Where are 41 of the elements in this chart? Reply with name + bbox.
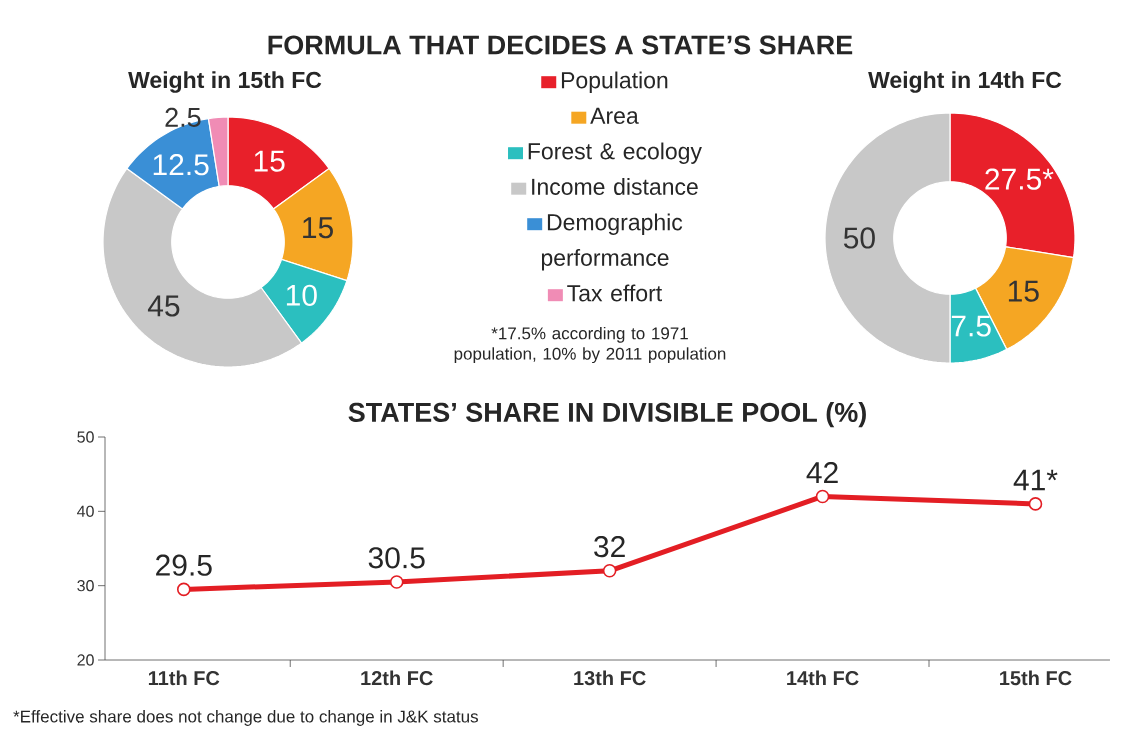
chart-title: Weight in 14th FC	[868, 71, 1062, 93]
y-tick-label: 40	[77, 505, 94, 517]
y-tick-label: 50	[77, 431, 94, 443]
chart-subtitle: Weight in 15th FC	[128, 71, 322, 93]
y-tick-label: 20	[77, 654, 94, 666]
data-label: 41*	[1013, 469, 1058, 491]
data-label: 10	[286, 284, 317, 306]
point	[815, 489, 830, 504]
chart-title: STATES’ SHARE IN DIVISIBLE POOL (%)	[348, 402, 866, 428]
legend-label: Tax effort	[567, 284, 662, 302]
data-label: 30.5	[368, 547, 425, 569]
legend-label: Forest & ecology	[528, 142, 702, 164]
data-label: 32	[594, 536, 625, 558]
data-label: 29.5	[156, 554, 212, 576]
chart-title: FORMULA THAT DECIDES A STATE’S SHARE	[268, 35, 853, 55]
data-label: 50	[843, 227, 875, 249]
data-label: 12.5	[153, 154, 209, 176]
point	[1028, 497, 1043, 511]
x-tick-label: 11th FC	[148, 670, 220, 686]
y-tick-label: 30	[77, 580, 94, 592]
text: *17.5% according to 1971 population, 10% by 2011 population	[454, 326, 726, 364]
data-label: 42	[806, 461, 838, 483]
data-label: 15	[303, 217, 333, 239]
legend-label: Area	[590, 107, 639, 124]
text: *Effective share does not change due to change in J&K status	[13, 710, 478, 726]
legend-label: Population	[561, 71, 668, 93]
x-tick-label: 15th FC	[1000, 670, 1072, 686]
data-label: 45	[147, 295, 180, 317]
x-tick-label: 13th FC	[574, 670, 646, 686]
legend-label: Income distance	[532, 178, 698, 195]
x-tick-label: 12th FC	[361, 670, 433, 686]
data-label: 7.5	[951, 315, 991, 337]
point	[176, 582, 191, 597]
data-label: 27.5*	[985, 168, 1054, 190]
point	[602, 564, 617, 578]
legend-label: Demographic performance	[541, 213, 683, 271]
data-label: 15	[254, 150, 285, 172]
x-tick-label: 14th FC	[787, 670, 859, 686]
data-label: 2.5	[165, 107, 201, 127]
data-label: 15	[1008, 280, 1039, 302]
point	[389, 575, 404, 589]
